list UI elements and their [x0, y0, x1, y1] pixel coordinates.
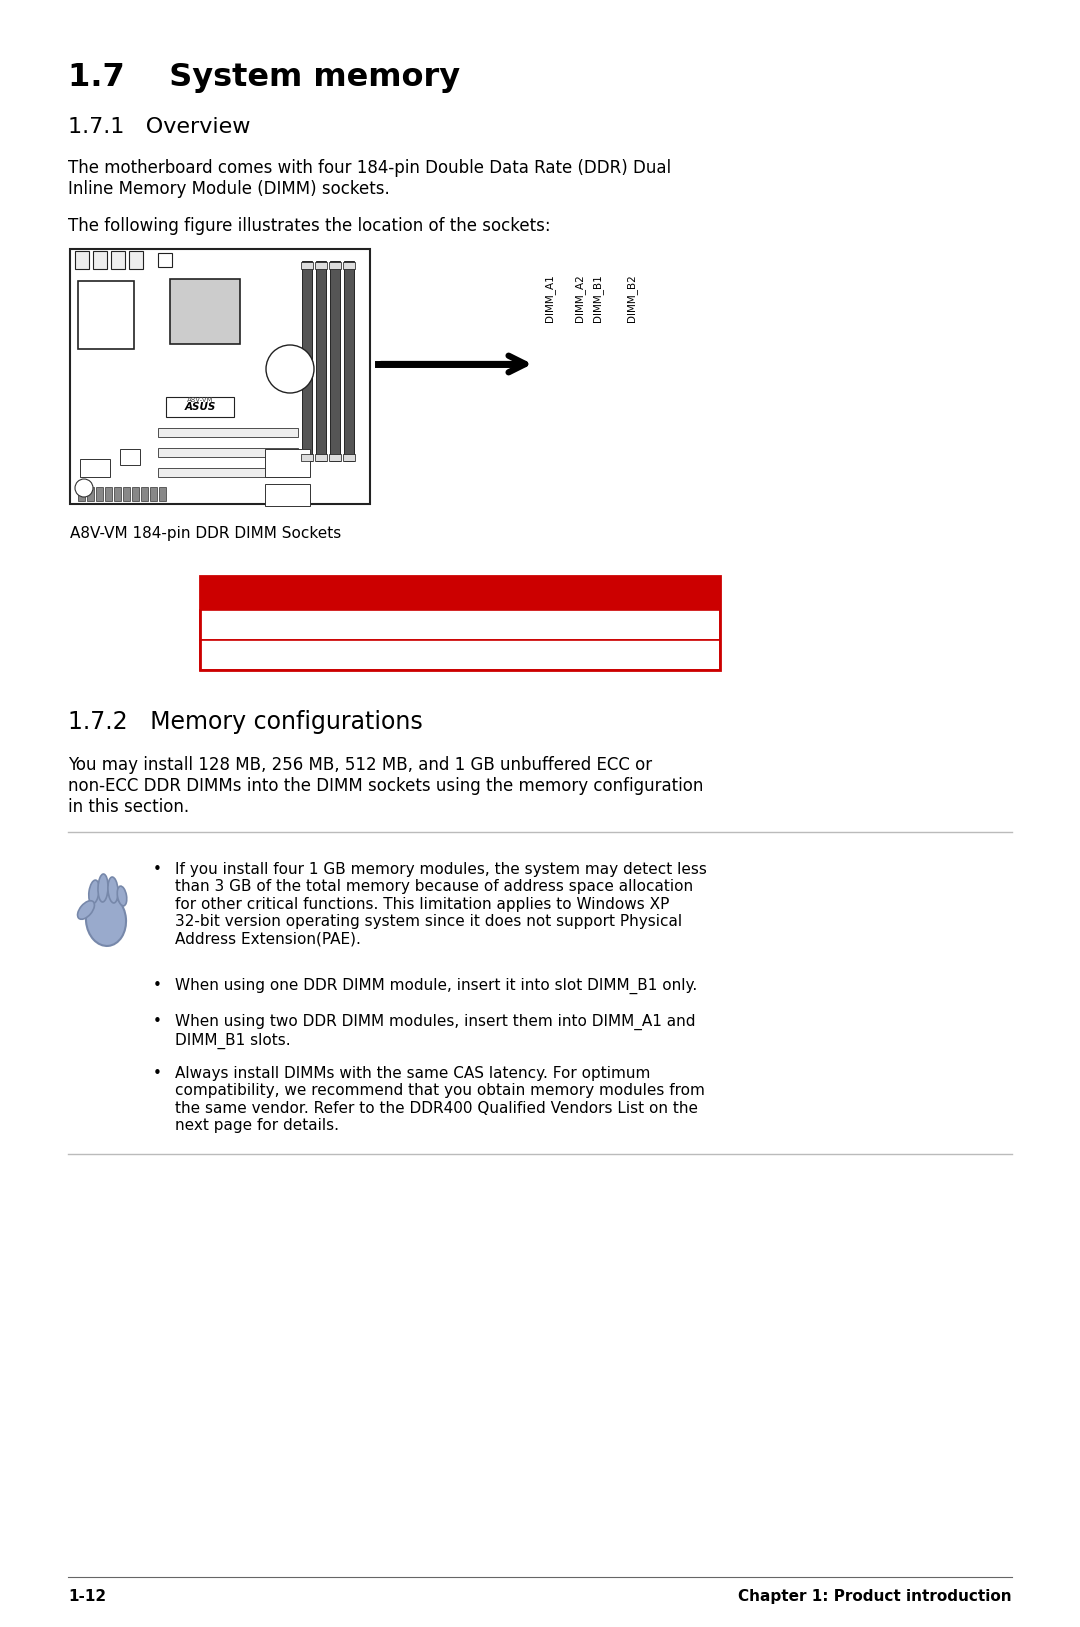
- Circle shape: [75, 478, 93, 496]
- Bar: [93, 251, 107, 268]
- Ellipse shape: [108, 877, 118, 903]
- Bar: [265, 483, 310, 506]
- Text: DIMM_A1: DIMM_A1: [544, 273, 555, 322]
- Text: If you install four 1 GB memory modules, the system may detect less
than 3 GB of: If you install four 1 GB memory modules,…: [175, 862, 707, 947]
- Bar: [75, 251, 89, 268]
- Bar: [315, 262, 327, 268]
- Bar: [105, 486, 112, 501]
- Bar: [111, 251, 125, 268]
- Text: Sockets: Sockets: [454, 586, 521, 600]
- Text: The motherboard comes with four 184-pin Double Data Rate (DDR) Dual
Inline Memor: The motherboard comes with four 184-pin …: [68, 159, 671, 198]
- Text: •: •: [153, 862, 162, 877]
- Bar: [120, 449, 140, 465]
- Text: The following figure illustrates the location of the sockets:: The following figure illustrates the loc…: [68, 216, 551, 234]
- Text: •: •: [153, 1066, 162, 1080]
- Bar: [200, 576, 720, 670]
- Text: DIMM_B2: DIMM_B2: [626, 273, 637, 322]
- Text: When using one DDR DIMM module, insert it into slot DIMM_B1 only.: When using one DDR DIMM module, insert i…: [175, 978, 698, 994]
- Bar: [158, 447, 298, 457]
- Bar: [150, 486, 157, 501]
- Text: •: •: [153, 978, 162, 992]
- Text: DIMM_B1: DIMM_B1: [593, 273, 604, 322]
- Text: Chapter 1: Product introduction: Chapter 1: Product introduction: [739, 1590, 1012, 1604]
- Text: Always install DIMMs with the same CAS latency. For optimum
compatibility, we re: Always install DIMMs with the same CAS l…: [175, 1066, 705, 1132]
- Text: •: •: [153, 1014, 162, 1028]
- Bar: [315, 454, 327, 460]
- Text: You may install 128 MB, 256 MB, 512 MB, and 1 GB unbuffered ECC or
non-ECC DDR D: You may install 128 MB, 256 MB, 512 MB, …: [68, 757, 703, 815]
- Bar: [200, 639, 720, 670]
- Bar: [166, 397, 234, 417]
- Ellipse shape: [98, 874, 108, 901]
- Ellipse shape: [78, 901, 94, 919]
- Bar: [158, 469, 298, 477]
- Bar: [158, 428, 298, 438]
- Bar: [123, 486, 130, 501]
- Text: A8V-VM: A8V-VM: [187, 397, 213, 403]
- Text: ASUS: ASUS: [185, 402, 216, 412]
- Ellipse shape: [89, 880, 99, 905]
- Bar: [329, 454, 341, 460]
- Bar: [114, 486, 121, 501]
- Text: DIMM_A1 and DIMM_B1: DIMM_A1 and DIMM_B1: [526, 617, 705, 633]
- Text: Dual-channel mode: Dual-channel mode: [215, 586, 380, 600]
- Circle shape: [266, 345, 314, 394]
- Bar: [316, 260, 326, 460]
- Text: A8V-VM 184-pin DDR DIMM Sockets: A8V-VM 184-pin DDR DIMM Sockets: [70, 526, 341, 542]
- Bar: [200, 576, 720, 610]
- Bar: [265, 449, 310, 477]
- Bar: [345, 260, 354, 460]
- Ellipse shape: [86, 895, 126, 945]
- Bar: [343, 262, 355, 268]
- Bar: [158, 254, 172, 267]
- Text: Pair 1: Pair 1: [215, 618, 258, 633]
- Bar: [159, 486, 166, 501]
- Text: DIMM_A2 and DIMM_B2: DIMM_A2 and DIMM_B2: [526, 648, 705, 664]
- Text: 1-12: 1-12: [68, 1590, 106, 1604]
- Bar: [87, 486, 94, 501]
- Text: When using two DDR DIMM modules, insert them into DIMM_A1 and
DIMM_B1 slots.: When using two DDR DIMM modules, insert …: [175, 1014, 696, 1049]
- Text: 1.7.1   Overview: 1.7.1 Overview: [68, 117, 251, 137]
- Bar: [96, 486, 103, 501]
- Text: 1.7    System memory: 1.7 System memory: [68, 62, 460, 93]
- Bar: [170, 278, 240, 343]
- Ellipse shape: [118, 887, 126, 906]
- Bar: [78, 281, 134, 350]
- Bar: [70, 249, 370, 504]
- Bar: [200, 610, 720, 639]
- Bar: [329, 262, 341, 268]
- Bar: [301, 262, 313, 268]
- Bar: [129, 251, 143, 268]
- Text: DIMM_A2: DIMM_A2: [575, 273, 585, 322]
- Text: Pair 2: Pair 2: [215, 648, 258, 662]
- Bar: [330, 260, 340, 460]
- Bar: [141, 486, 148, 501]
- Bar: [343, 454, 355, 460]
- Bar: [78, 486, 85, 501]
- Bar: [302, 260, 312, 460]
- Bar: [132, 486, 139, 501]
- Bar: [301, 454, 313, 460]
- Text: 1.7.2   Memory configurations: 1.7.2 Memory configurations: [68, 709, 422, 734]
- Bar: [80, 459, 110, 477]
